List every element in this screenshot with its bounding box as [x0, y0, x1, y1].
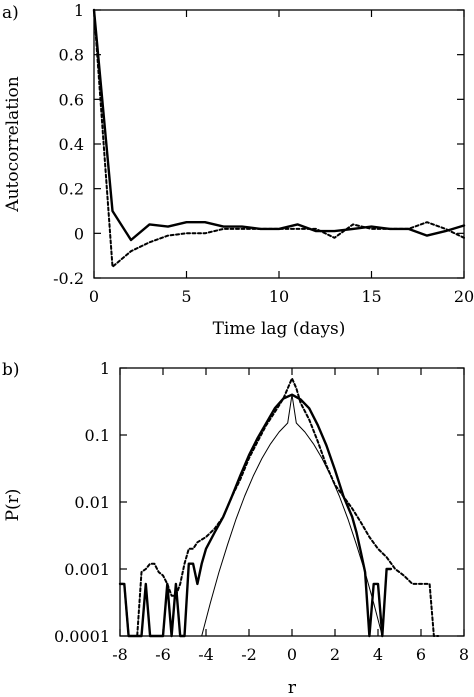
axis-ticks-b: -8 -6 -4 -2 0 2 4 6 8 0.0001 0.001 0.01 0.1 1 [54, 359, 469, 664]
x-tick-label-b: 8 [459, 645, 469, 664]
x-tick-label-b: -8 [112, 645, 128, 664]
x-tick-label-b: 4 [373, 645, 383, 664]
y-axis-label-a: Autocorrelation [3, 76, 23, 212]
x-tick-label-b: 2 [330, 645, 340, 664]
y-tick-label-a: 0.4 [59, 135, 84, 154]
series-line-b-dotted [119, 377, 440, 637]
x-axis-label-a: Time lag (days) [213, 319, 346, 339]
series-group-b [118, 377, 440, 638]
y-tick-label-a: 0.8 [59, 46, 84, 65]
series-group-a [92, 8, 466, 268]
y-tick-label-b: 1 [100, 359, 110, 378]
y-tick-label-a: 0 [74, 224, 84, 243]
autocorrelation-panel: a) 0 5 10 15 20 -0.2 0 0.2 0.4 0.6 0.8 1 Time lag (… [2, 1, 474, 339]
x-tick-label-b: 0 [287, 645, 297, 664]
x-tick-label-a: 10 [269, 287, 289, 306]
series-line-a-dotted [93, 9, 465, 268]
panel-label-a: a) [2, 3, 19, 23]
y-tick-label-b: 0.0001 [54, 627, 110, 646]
y-axis-label-b: P(r) [3, 489, 23, 522]
x-tick-label-b: -2 [241, 645, 257, 664]
x-tick-label-b: 6 [416, 645, 426, 664]
x-tick-label-a: 0 [89, 287, 99, 306]
series-line-a-solid [92, 8, 466, 242]
y-tick-label-b: 0.1 [85, 426, 110, 445]
y-tick-label-a: 1 [74, 1, 84, 20]
y-tick-label-a: 0.6 [59, 90, 84, 109]
y-tick-label-b: 0.01 [74, 493, 110, 512]
y-tick-label-a: -0.2 [53, 269, 84, 288]
panel-label-b: b) [2, 360, 20, 380]
series-line-b-solid-thick [118, 393, 393, 638]
x-tick-label-a: 20 [454, 287, 474, 306]
x-tick-label-b: -4 [198, 645, 214, 664]
x-tick-label-a: 5 [181, 287, 191, 306]
y-tick-label-b: 0.001 [64, 560, 110, 579]
axis-ticks-a: 0 5 10 15 20 -0.2 0 0.2 0.4 0.6 0.8 1 [53, 1, 474, 306]
x-tick-label-a: 15 [361, 287, 381, 306]
distribution-panel: b) -8 -6 -4 -2 0 2 4 6 8 0.0001 0.001 0.01 0.1 1 r P(… [2, 359, 469, 697]
x-tick-label-b: -6 [155, 645, 171, 664]
y-tick-label-a: 0.2 [59, 180, 84, 199]
series-line-b-solid-thin [201, 394, 383, 637]
plot-frame-a [93, 9, 465, 279]
x-axis-label-b: r [288, 678, 297, 697]
